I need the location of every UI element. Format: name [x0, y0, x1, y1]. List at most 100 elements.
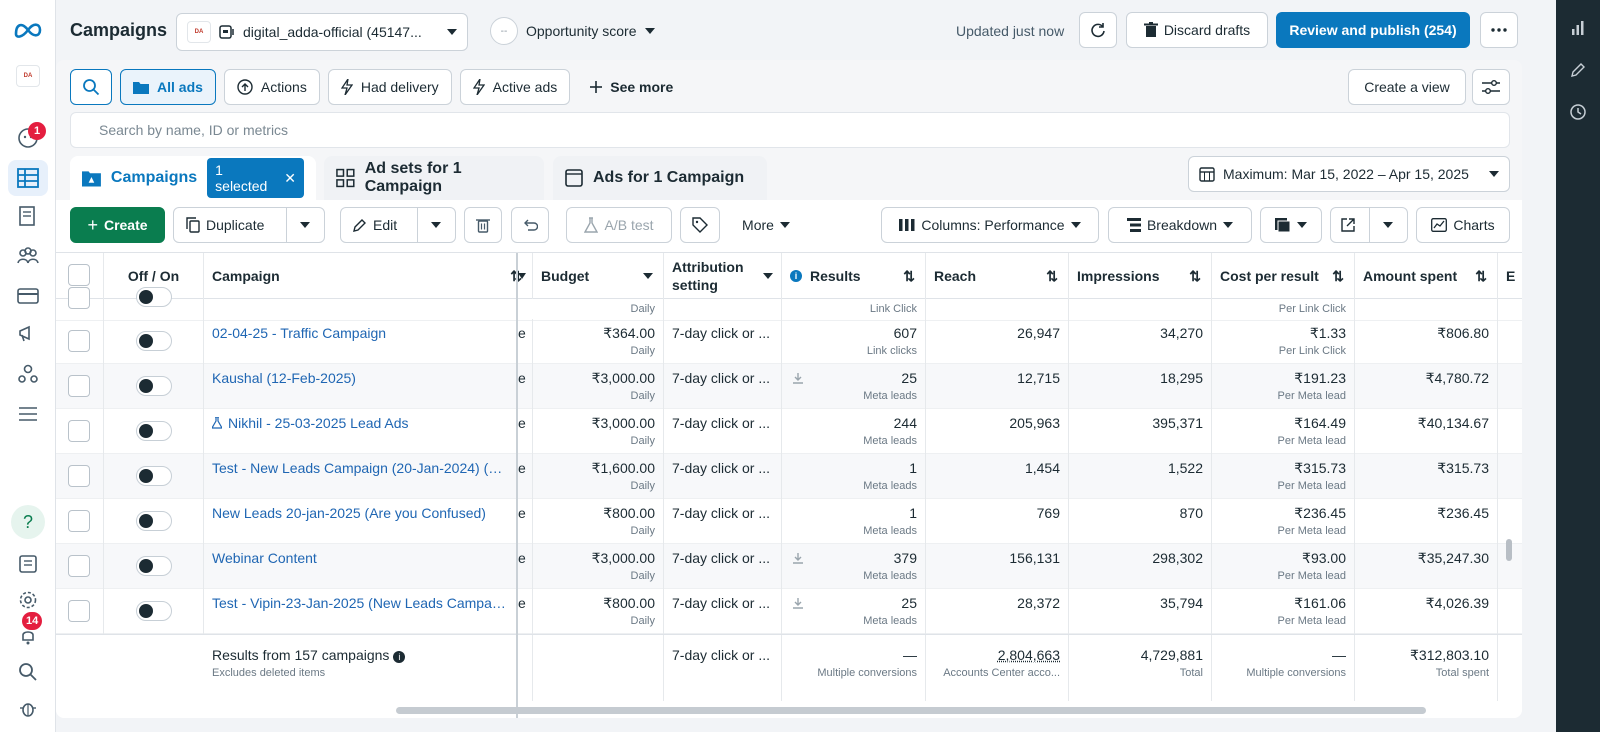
active-ads-filter[interactable]: Active ads — [459, 69, 571, 105]
header-amount-spent[interactable]: Amount spent ⇅ — [1355, 253, 1498, 299]
create-view-button[interactable]: Create a view — [1348, 69, 1466, 105]
sort-arrows-icon[interactable]: ⇅ — [1046, 268, 1058, 284]
row-checkbox[interactable] — [68, 600, 90, 622]
pages-icon[interactable] — [8, 198, 48, 234]
tag-button[interactable] — [680, 207, 720, 243]
table-row[interactable]: Nikhil - 25-03-2025 Lead Ads e ₹3,000.00… — [56, 409, 1522, 454]
columns-dropdown[interactable]: Columns: Performance — [881, 207, 1099, 243]
notifications-bell-icon[interactable]: 14 — [8, 612, 48, 654]
header-reach[interactable]: Reach ⇅ — [926, 253, 1069, 299]
row-toggle[interactable] — [136, 331, 172, 351]
chevron-down-icon[interactable] — [300, 222, 310, 228]
campaign-name-link[interactable]: Nikhil - 25-03-2025 Lead Ads — [228, 415, 409, 431]
delete-button[interactable] — [464, 207, 502, 243]
row-toggle[interactable] — [136, 511, 172, 531]
horizontal-scrollbar[interactable] — [396, 707, 1426, 714]
bug-report-icon[interactable] — [8, 690, 48, 726]
header-results[interactable]: i Results ⇅ — [782, 253, 926, 299]
table-row[interactable]: 02-04-25 - Traffic Campaign e ₹364.00 Dai… — [56, 319, 1522, 364]
duplicate-button[interactable]: Duplicate — [173, 207, 325, 243]
tab-ads[interactable]: Ads for 1 Campaign — [553, 156, 767, 200]
row-toggle[interactable] — [136, 601, 172, 621]
more-options-button[interactable] — [1480, 12, 1518, 48]
clear-selection-icon[interactable]: ✕ — [284, 169, 296, 186]
review-and-publish-button[interactable]: Review and publish (254) — [1276, 12, 1470, 48]
info-icon[interactable]: i — [790, 270, 802, 282]
campaign-name-link[interactable]: New Leads 20-jan-2025 (Are you Confused) — [212, 505, 486, 521]
campaign-name-link[interactable]: Test - Vipin-23-Jan-2025 (New Leads Camp… — [212, 595, 508, 611]
ads-manager-table-icon[interactable] — [8, 160, 48, 196]
search-input[interactable] — [70, 112, 1510, 148]
campaign-name-link[interactable]: Webinar Content — [212, 550, 317, 566]
header-campaign[interactable]: Campaign ⇅ — [204, 253, 522, 299]
all-ads-filter[interactable]: All ads — [120, 69, 216, 105]
row-checkbox[interactable] — [68, 510, 90, 532]
reports-dropdown[interactable] — [1260, 207, 1322, 243]
charts-button[interactable]: Charts — [1416, 207, 1510, 243]
row-toggle[interactable] — [136, 421, 172, 441]
discard-drafts-button[interactable]: Discard drafts — [1126, 12, 1268, 48]
see-more-button[interactable]: See more — [578, 69, 685, 105]
campaign-name-link[interactable]: 02-04-25 - Traffic Campaign — [212, 325, 387, 341]
audiences-icon[interactable] — [8, 238, 48, 274]
history-clock-icon[interactable] — [1566, 100, 1590, 124]
account-selector[interactable]: DA digital_adda-official (45147... — [176, 13, 468, 51]
info-icon[interactable]: i — [393, 651, 406, 663]
reports-icon[interactable] — [8, 546, 48, 582]
billing-card-icon[interactable] — [8, 278, 48, 314]
settings-gear-icon[interactable] — [8, 582, 48, 618]
header-budget[interactable]: Budget — [532, 253, 664, 299]
had-delivery-filter[interactable]: Had delivery — [327, 69, 452, 105]
selected-count-pill[interactable]: 1 selected ✕ — [207, 158, 304, 198]
create-button[interactable]: + Create — [70, 207, 165, 243]
more-button[interactable]: More — [731, 207, 801, 243]
header-cost-per-result[interactable]: Cost per result ⇅ — [1212, 253, 1355, 299]
tab-adsets[interactable]: Ad sets for 1 Campaign — [324, 156, 544, 200]
row-checkbox[interactable] — [68, 330, 90, 352]
table-row[interactable]: Test - New Leads Campaign (20-Jan-2024) … — [56, 454, 1522, 499]
breakdown-dropdown[interactable]: Breakdown — [1108, 207, 1252, 243]
opportunity-score-dropdown[interactable]: -- Opportunity score — [490, 17, 655, 45]
pencil-edit-icon[interactable] — [1566, 58, 1590, 82]
row-checkbox[interactable] — [68, 375, 90, 397]
search-toggle-button[interactable] — [70, 69, 112, 105]
sort-arrows-icon[interactable]: ⇅ — [1189, 268, 1201, 284]
megaphone-icon[interactable] — [8, 316, 48, 352]
vertical-scrollbar[interactable] — [1506, 539, 1512, 561]
sort-arrows-icon[interactable]: ⇅ — [1332, 268, 1344, 284]
chart-bars-icon[interactable] — [1566, 16, 1590, 40]
table-row[interactable]: New Leads 20-jan-2025 (Are you Confused)… — [56, 499, 1522, 544]
events-manager-icon[interactable] — [8, 356, 48, 392]
export-button[interactable] — [1330, 207, 1408, 243]
ab-test-button[interactable]: A/B test — [566, 207, 672, 243]
filter-settings-button[interactable] — [1472, 69, 1510, 105]
sort-arrows-icon[interactable]: ⇅ — [903, 268, 915, 284]
row-toggle[interactable] — [136, 376, 172, 396]
messages-icon[interactable]: 1 — [8, 120, 48, 156]
chevron-down-icon[interactable] — [1383, 222, 1393, 228]
select-all-checkbox[interactable] — [68, 264, 90, 286]
row-checkbox[interactable] — [68, 555, 90, 577]
search-nav-icon[interactable] — [8, 654, 48, 690]
tab-campaigns[interactable]: Campaigns 1 selected ✕ — [70, 156, 316, 200]
header-attribution[interactable]: Attribution setting — [664, 253, 782, 299]
menu-icon[interactable] — [8, 396, 48, 432]
row-toggle[interactable] — [136, 466, 172, 486]
date-range-picker[interactable]: Maximum: Mar 15, 2022 – Apr 15, 2025 — [1188, 156, 1510, 192]
sort-arrows-icon[interactable]: ⇅ — [1475, 268, 1487, 284]
row-toggle[interactable] — [136, 556, 172, 576]
totals-reach[interactable]: 2,804,663 — [997, 647, 1060, 663]
row-checkbox[interactable] — [68, 420, 90, 442]
table-row[interactable]: Webinar Content e ₹3,000.00 Daily 7-day c… — [56, 544, 1522, 589]
row-checkbox[interactable] — [68, 465, 90, 487]
undo-button[interactable] — [511, 207, 549, 243]
meta-logo-icon[interactable] — [8, 12, 48, 48]
row-toggle[interactable] — [136, 287, 172, 307]
campaign-name-link[interactable]: Test - New Leads Campaign (20-Jan-2024) … — [212, 460, 508, 476]
account-avatar-icon[interactable]: DA — [8, 58, 48, 94]
table-row[interactable]: Kaushal (12-Feb-2025) e ₹3,000.00 Daily 7… — [56, 364, 1522, 409]
refresh-button[interactable] — [1079, 12, 1117, 48]
header-impressions[interactable]: Impressions ⇅ — [1069, 253, 1212, 299]
edit-button[interactable]: Edit — [340, 207, 456, 243]
help-icon[interactable]: ? — [8, 504, 48, 540]
